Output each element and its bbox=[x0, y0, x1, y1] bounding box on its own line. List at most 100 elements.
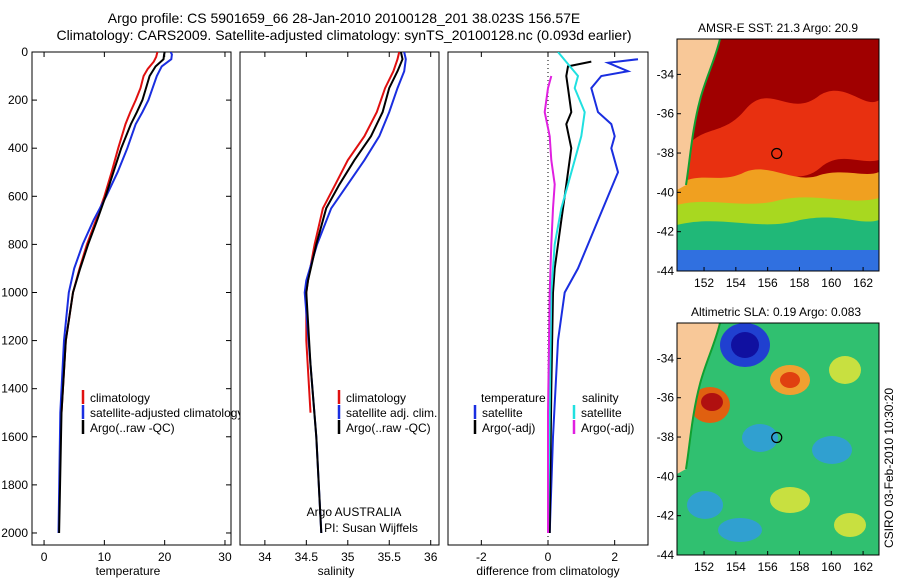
sla-map-panel: Altimetric SLA: 0.19 Argo: 0.083 152 154 1… bbox=[657, 305, 880, 574]
map-x-tick-label: 152 bbox=[694, 276, 714, 290]
difference-lines bbox=[543, 52, 639, 545]
sst-map-ticks: 152 154 156 158 160 162 -34 -36 -38 -40 -42 -44 bbox=[657, 67, 874, 290]
y-tick-label: 400 bbox=[8, 141, 28, 155]
legend-label-climatology: climatology bbox=[346, 391, 406, 405]
legend-label-temp-argo: Argo(-adj) bbox=[482, 421, 535, 435]
title-line-1: Argo profile: CS 5901659_66 28-Jan-2010 … bbox=[107, 10, 581, 26]
legend-label-argo: Argo(..raw -QC) bbox=[90, 421, 175, 435]
y-tick-label: 1000 bbox=[1, 285, 28, 299]
coastline bbox=[685, 323, 721, 470]
difference-xlabel: difference from climatology bbox=[476, 564, 619, 578]
sla-map-field bbox=[677, 323, 879, 555]
y-tick-label: 2000 bbox=[1, 526, 28, 540]
land-australia bbox=[677, 323, 720, 474]
map-x-tick-label: 152 bbox=[694, 560, 714, 574]
map-x-tick-label: 156 bbox=[758, 560, 778, 574]
sla-low-eddy-2 bbox=[742, 424, 778, 452]
salinity-x-ticks: 34 34.5 35 35.5 36 bbox=[258, 52, 438, 564]
land-australia bbox=[677, 39, 720, 190]
map-x-tick-label: 162 bbox=[853, 560, 873, 574]
map-x-tick-label: 154 bbox=[726, 276, 746, 290]
sst-map-frame bbox=[676, 38, 880, 272]
x-tick-label: 2 bbox=[611, 550, 618, 564]
salinity-legend: climatology satellite adj. clim. Argo(..… bbox=[337, 390, 437, 435]
sla-high-eddy-5 bbox=[834, 513, 866, 537]
difference-legend: temperature satellite Argo(-adj) salinit… bbox=[473, 391, 634, 435]
y-tick-label: 1400 bbox=[1, 382, 28, 396]
map-y-tick-label: -44 bbox=[657, 264, 675, 278]
temperature-xlabel: temperature bbox=[96, 564, 161, 578]
map-y-tick-label: -42 bbox=[657, 225, 675, 239]
principal-investigator: PI: Susan Wijffels bbox=[324, 521, 418, 535]
map-y-tick-label: -40 bbox=[657, 469, 675, 483]
x-tick-label: -2 bbox=[476, 550, 487, 564]
x-tick-label: 36 bbox=[424, 550, 438, 564]
sla-high-eddy-1-core bbox=[701, 393, 723, 411]
x-tick-label: 35 bbox=[341, 550, 355, 564]
sla-low-eddy-4 bbox=[687, 491, 723, 519]
x-tick-label: 30 bbox=[218, 550, 232, 564]
map-x-tick-label: 158 bbox=[789, 276, 809, 290]
sla-high-eddy-2-core bbox=[780, 372, 800, 388]
title-line-2: Climatology: CARS2009. Satellite-adjuste… bbox=[56, 27, 632, 43]
map-x-tick-label: 154 bbox=[726, 560, 746, 574]
series-line bbox=[305, 52, 404, 534]
salinity-xlabel: salinity bbox=[318, 564, 355, 578]
series-line bbox=[548, 60, 592, 534]
temperature-panel: 0 10 20 30 02004006008001000120014001600180… bbox=[1, 45, 648, 578]
map-y-tick-label: -40 bbox=[657, 185, 675, 199]
argo-position-marker bbox=[771, 147, 783, 160]
map-x-tick-label: 162 bbox=[853, 276, 873, 290]
map-y-tick-label: -34 bbox=[657, 67, 675, 81]
legend-heading-salinity: salinity bbox=[582, 391, 619, 405]
y-tick-label: 1200 bbox=[1, 334, 28, 348]
legend-label-climatology: climatology bbox=[90, 391, 150, 405]
sla-map-frame bbox=[676, 322, 880, 556]
temperature-axes-frame bbox=[31, 51, 232, 546]
argo-position-marker bbox=[771, 431, 783, 444]
sst-map-title: AMSR-E SST: 21.3 Argo: 20.9 bbox=[698, 21, 858, 35]
figure-title: Argo profile: CS 5901659_66 28-Jan-2010 … bbox=[44, 10, 644, 44]
sst-cold-region bbox=[677, 250, 879, 271]
map-x-tick-label: 160 bbox=[821, 560, 841, 574]
legend-label-sal-argo: Argo(-adj) bbox=[581, 421, 634, 435]
y-tick-label: 1800 bbox=[1, 478, 28, 492]
map-x-tick-label: 160 bbox=[821, 276, 841, 290]
y-tick-label: 800 bbox=[8, 237, 28, 251]
legend-label-satellite: satellite adj. clim. bbox=[346, 406, 437, 420]
series-line bbox=[58, 52, 166, 534]
x-tick-label: 20 bbox=[158, 550, 172, 564]
sla-low-eddy-1-core bbox=[731, 332, 759, 358]
difference-panel: -2 0 2 difference from climatology tempera… bbox=[447, 51, 649, 578]
map-x-tick-label: 158 bbox=[789, 560, 809, 574]
depth-y-ticks: 0 200 400 600 800 1000 1200 1400 1600 1800 2000 bbox=[1, 45, 648, 540]
legend-label-argo: Argo(..raw -QC) bbox=[346, 421, 431, 435]
argo-credit: Argo AUSTRALIA bbox=[307, 505, 402, 519]
x-tick-label: 35.5 bbox=[378, 550, 402, 564]
temperature-x-ticks: 0 10 20 30 bbox=[41, 52, 232, 564]
map-y-tick-label: -44 bbox=[657, 548, 675, 562]
x-tick-label: 0 bbox=[545, 550, 552, 564]
y-tick-label: 1600 bbox=[1, 430, 28, 444]
x-tick-label: 10 bbox=[98, 550, 112, 564]
csiro-timestamp: CSIRO 03-Feb-2010 10:30:20 bbox=[882, 388, 896, 548]
map-y-tick-label: -34 bbox=[657, 351, 675, 365]
sla-high-eddy-4 bbox=[770, 487, 810, 513]
series-line bbox=[57, 52, 173, 534]
y-tick-label: 0 bbox=[21, 45, 28, 59]
salinity-axes-frame bbox=[239, 51, 440, 546]
temperature-legend: climatology satellite-adjusted climatolo… bbox=[81, 390, 243, 435]
map-y-tick-label: -36 bbox=[657, 107, 675, 121]
map-x-tick-label: 156 bbox=[758, 276, 778, 290]
legend-label-sal-satellite: satellite bbox=[581, 406, 622, 420]
sst-front-orange bbox=[677, 90, 879, 185]
sla-map-ticks: 152 154 156 158 160 162 -34 -36 -38 -40 -42 -44 bbox=[657, 351, 874, 574]
x-tick-label: 0 bbox=[41, 550, 48, 564]
sst-front-yellow bbox=[677, 169, 879, 205]
sla-low-eddy-5 bbox=[718, 518, 762, 542]
sla-high-eddy-3 bbox=[829, 356, 861, 384]
legend-label-temp-satellite: satellite bbox=[482, 406, 523, 420]
salinity-panel: 34 34.5 35 35.5 36 salinity climatology sate… bbox=[239, 51, 440, 578]
map-y-tick-label: -42 bbox=[657, 509, 675, 523]
